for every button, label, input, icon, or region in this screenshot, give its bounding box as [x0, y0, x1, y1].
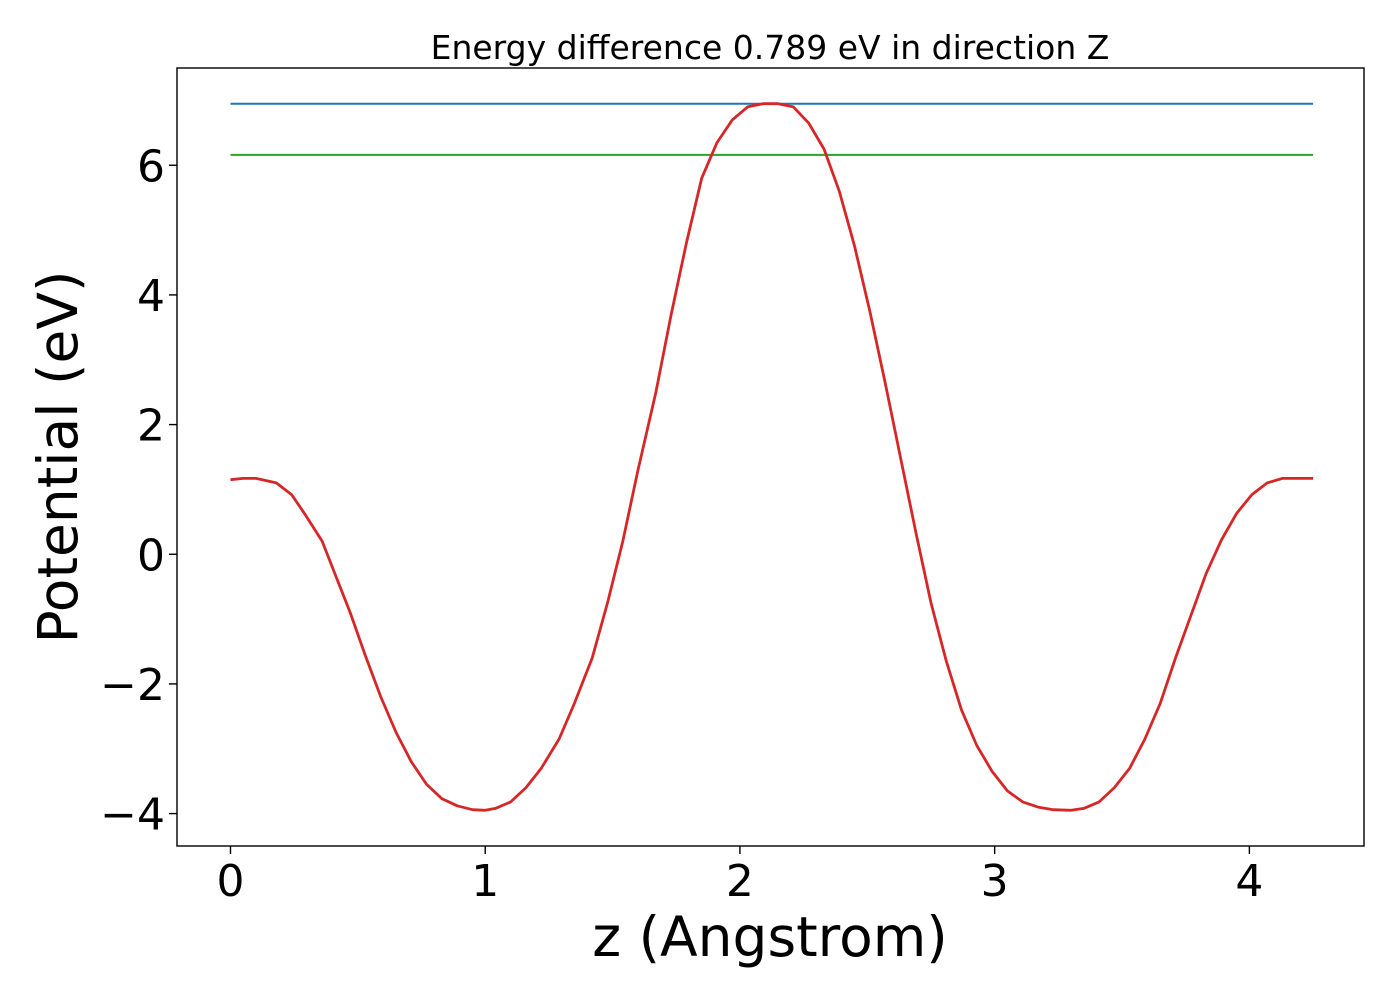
series-line-2 — [230, 102, 1314, 812]
chart-title: Energy difference 0.789 eV in direction … — [431, 28, 1110, 67]
y-tick-label: −4 — [100, 790, 165, 841]
x-tick-label: 0 — [216, 856, 244, 907]
x-tick-label: 2 — [726, 856, 754, 907]
x-tick-label: 4 — [1235, 856, 1263, 907]
x-axis-label: z (Angstrom) — [592, 905, 948, 969]
plot-frame — [176, 67, 1365, 847]
y-tick-label: −2 — [100, 660, 165, 711]
x-tick-label: 3 — [981, 856, 1009, 907]
x-axis-ticks: 0 1 2 3 4 — [216, 846, 1263, 907]
series-layer — [230, 102, 1314, 812]
y-tick-label: 6 — [137, 141, 165, 192]
y-axis-label: Potential (eV) — [26, 271, 90, 644]
y-tick-label: 0 — [137, 530, 165, 581]
y-tick-label: 2 — [137, 401, 165, 452]
y-tick-label: 4 — [137, 271, 165, 322]
x-tick-label: 1 — [471, 856, 499, 907]
y-axis-ticks: −4 −2 0 2 4 6 — [100, 141, 177, 841]
